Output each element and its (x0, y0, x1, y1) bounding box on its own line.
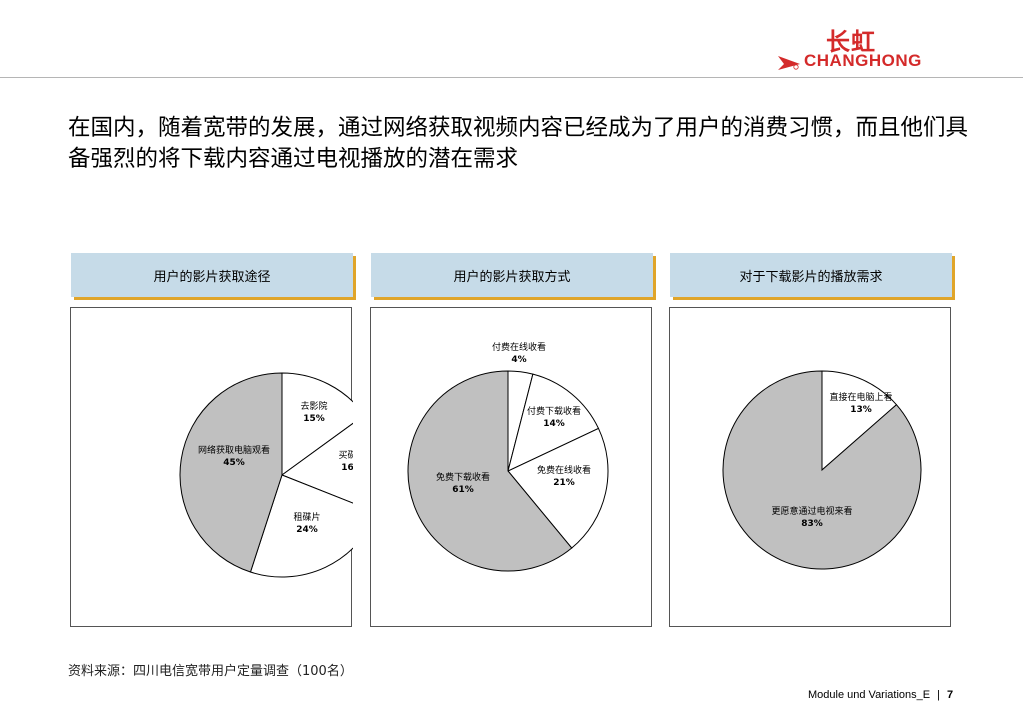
chart1-panel: 去影院 15% 买碟片 16% 租碟片 24% 网络获取电脑观看 45% (70, 307, 353, 627)
slice-label: 更愿意通过电视来看 (771, 505, 852, 517)
chart1-title: 用户的影片获取途径 (71, 253, 353, 297)
page-number: 7 (946, 689, 954, 701)
slice-percent-label: 14% (543, 419, 565, 429)
slice-label: 租碟片 (293, 511, 320, 523)
chart2-panel: 付费在线收看 4% 付费下载收看 14% 免费在线收看 21% 免费下载收看 61% (370, 307, 652, 627)
pie-slice (507, 373, 600, 472)
pie-slice (249, 474, 353, 578)
pie-slice (507, 427, 609, 549)
slice-label: 买碟片 (338, 449, 353, 461)
pie-slice (281, 372, 353, 476)
slice-label: 付费下载收看 (527, 405, 581, 417)
slice-percent-label: 45% (223, 458, 245, 468)
slice-label: 付费在线收看 (492, 341, 546, 353)
slice-percent-label: 24% (296, 525, 318, 535)
pie-slice (407, 370, 573, 572)
slice-percent-label: 21% (553, 478, 575, 488)
chart3-pie: 直接在电脑上看 13% 更愿意通过电视来看 83% (722, 370, 922, 570)
pie-slice (280, 422, 353, 504)
slice-percent-label: 13% (850, 405, 872, 415)
chart2-pie: 付费在线收看 4% 付费下载收看 14% 免费在线收看 21% 免费下载收看 61% (407, 341, 609, 572)
logo-chinese-text: 长虹 (826, 28, 876, 56)
slice-percent-label: 15% (303, 414, 325, 424)
slice-label: 直接在电脑上看 (829, 391, 892, 403)
pie-slice (722, 370, 922, 570)
chart3-title: 对于下载影片的播放需求 (670, 253, 952, 297)
slice-percent-label: 4% (511, 355, 526, 365)
slice-label: 去影院 (300, 400, 327, 412)
footer-module-name: Module und Variations_E (808, 689, 931, 701)
data-source-note: 资料来源：四川电信宽带用户定量调查（100名） (68, 664, 353, 679)
footer-separator: | (937, 689, 940, 701)
logo-english-text: CHANGHONG (804, 51, 922, 70)
slice-label: 免费在线收看 (537, 464, 591, 476)
logo-mark-icon (778, 56, 800, 70)
slice-label: 网络获取电脑观看 (198, 444, 270, 456)
slice-percent-label: 61% (452, 485, 474, 495)
pie-slice (821, 370, 898, 472)
slice-percent-label: 83% (801, 519, 823, 529)
slice-percent-label: 16% (341, 463, 353, 473)
chart3-panel: 直接在电脑上看 13% 更愿意通过电视来看 83% (669, 307, 951, 627)
pie-slice (179, 372, 283, 573)
page-footer: Module und Variations_E | 7 (808, 689, 953, 701)
changhong-logo: 长虹 CHANGHONG (776, 22, 961, 74)
chart2-title: 用户的影片获取方式 (371, 253, 653, 297)
page-headline: 在国内，随着宽带的发展，通过网络获取视频内容已经成为了用户的消费习惯，而且他们具… (68, 115, 969, 172)
chart1-pie: 去影院 15% 买碟片 16% 租碟片 24% 网络获取电脑观看 45% (179, 372, 353, 578)
header-divider (0, 77, 1023, 78)
slice-label: 免费下载收看 (436, 471, 490, 483)
